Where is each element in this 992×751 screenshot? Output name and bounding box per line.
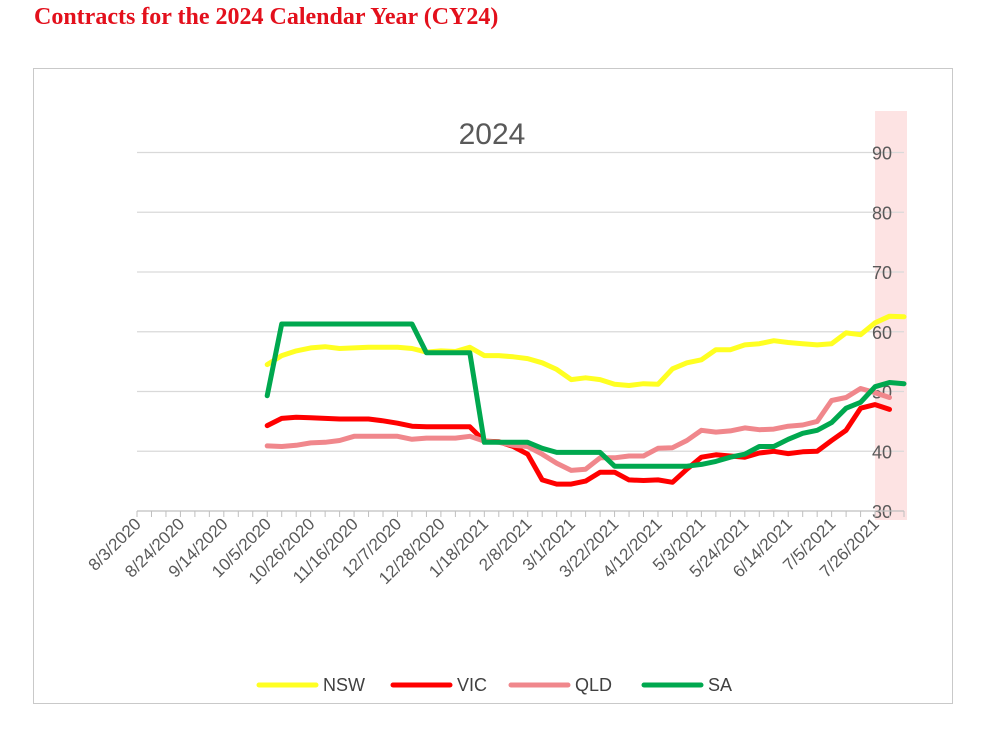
legend-label-qld: QLD [575, 675, 612, 695]
y-tick-label-40: 40 [872, 442, 892, 462]
legend-label-sa: SA [708, 675, 732, 695]
y-tick-label-90: 90 [872, 144, 892, 164]
page-heading: Contracts for the 2024 Calendar Year (CY… [34, 4, 499, 30]
series-line-nsw [264, 313, 907, 388]
y-tick-label-70: 70 [872, 263, 892, 283]
series-lines [264, 313, 907, 487]
legend: NSW VIC QLD SA [256, 675, 732, 695]
gridlines [137, 151, 904, 452]
series-line-vic [264, 402, 892, 487]
series-line-sa [264, 321, 907, 469]
y-tick-label-80: 80 [872, 203, 892, 223]
x-axis: 8/3/20208/24/20209/14/202010/5/202010/26… [85, 510, 905, 588]
legend-label-nsw: NSW [323, 675, 365, 695]
chart-title: 2024 [459, 118, 526, 151]
series-line-qld [264, 386, 892, 473]
chart-frame [33, 68, 953, 704]
y-tick-label-30: 30 [872, 502, 892, 522]
y-tick-label-60: 60 [872, 323, 892, 343]
legend-label-vic: VIC [457, 675, 487, 695]
